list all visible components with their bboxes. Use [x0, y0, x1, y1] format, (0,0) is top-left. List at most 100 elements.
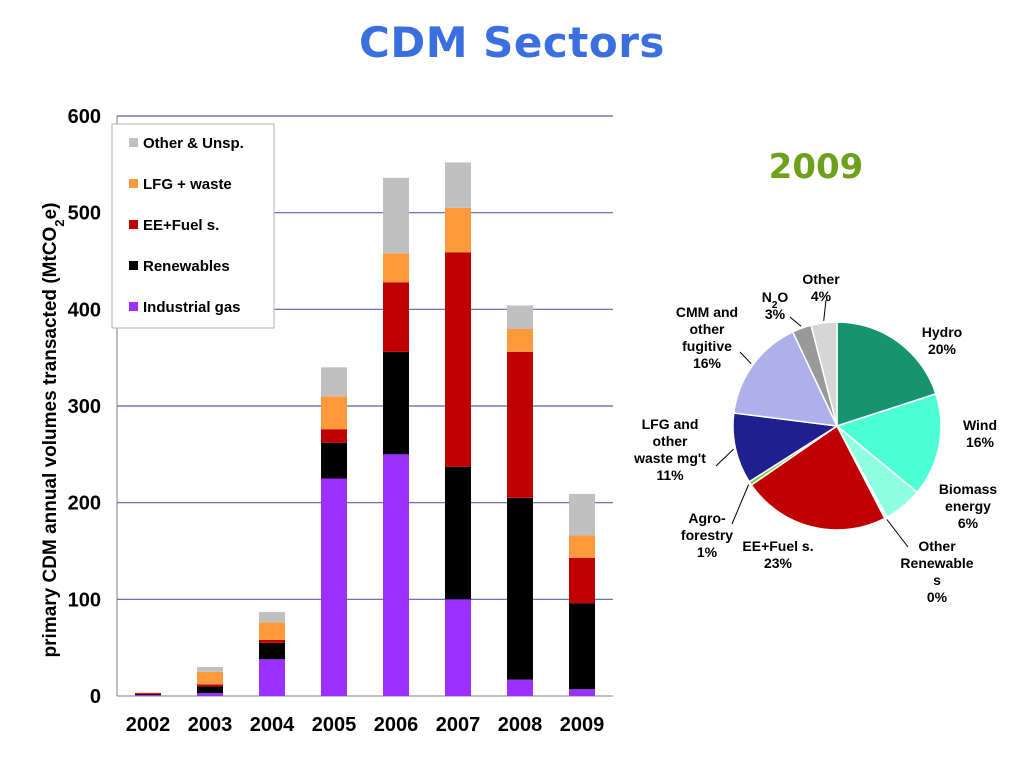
page-title: CDM Sectors	[359, 18, 665, 67]
pie-label: Other Renewable s 0%	[900, 538, 973, 605]
pie-slice	[732, 412, 840, 483]
bar-segment-industrial-gas	[507, 679, 533, 696]
x-tick-label: 2008	[498, 714, 543, 736]
pie-label-line: 20%	[928, 341, 957, 357]
bar-segment-industrial-gas	[197, 693, 223, 696]
pie-label-line: 11%	[656, 467, 684, 483]
pie-leader-line	[823, 299, 827, 321]
pie-label-line: other	[653, 433, 689, 449]
bar-segment-renewables	[507, 497, 533, 680]
bar-segment-industrial-gas	[569, 689, 595, 696]
x-tick-label: 2009	[560, 714, 605, 736]
bar-segment-lfg-waste	[445, 207, 471, 253]
pie-slice	[835, 392, 942, 494]
bar-segment-other-unsp-	[259, 611, 285, 623]
pie-label-line: CMM and	[676, 304, 738, 320]
bar-segment-lfg-waste	[135, 692, 161, 694]
pie-label-line: O	[777, 289, 788, 305]
pie-label-line: waste mg't	[633, 450, 706, 466]
bar-segment-renewables	[135, 694, 161, 696]
pie-label-line: Other	[802, 271, 840, 287]
pie-leader-line	[886, 519, 909, 548]
pie-label-line: 6%	[958, 515, 979, 531]
bar-segment-lfg-waste	[383, 253, 409, 283]
bar-segment-industrial-gas	[383, 454, 409, 696]
bar-segment-renewables	[445, 466, 471, 600]
x-tick-label: 2007	[436, 714, 481, 736]
pie-label-line: Renewable	[900, 555, 973, 571]
y-tick-label: 400	[68, 299, 101, 321]
y-axis-title-subscript: 2	[52, 219, 67, 226]
pie-label: CMM and other fugitive 16%	[676, 304, 738, 371]
bar-segment-other-unsp-	[321, 367, 347, 397]
bar-segment-lfg-waste	[507, 328, 533, 352]
pie-label-line: EE+Fuel s.	[742, 538, 813, 554]
pie-slice	[732, 330, 839, 427]
x-tick-label: 2004	[250, 714, 295, 736]
pie-leader-line	[731, 484, 750, 525]
legend-swatch	[129, 261, 138, 270]
pie-label: Hydro 20%	[922, 324, 962, 357]
pie-label-line: energy	[945, 498, 991, 514]
pie-label: EE+Fuel s. 23%	[742, 538, 813, 571]
bar-segment-ee-fuel-s-	[569, 557, 595, 604]
bar-segment-renewables	[321, 442, 347, 479]
y-axis-title-end: e)	[40, 203, 61, 220]
legend-swatch	[129, 220, 138, 229]
legend-swatch	[129, 138, 138, 147]
legend-box	[111, 123, 275, 329]
pie-label-line: 4%	[811, 288, 832, 304]
pie-label-line: Other	[918, 538, 956, 554]
pie-leader-line	[715, 448, 734, 467]
pie-label-line: Wind	[963, 417, 997, 433]
legend-label: EE+Fuel s.	[143, 217, 219, 234]
pie-label-line: LFG and	[642, 416, 699, 432]
pie-label-line: forestry	[681, 527, 733, 543]
pie-label: Wind 16%	[963, 417, 997, 450]
legend-swatch	[129, 179, 138, 188]
pie-label: LFG and other waste mg't 11%	[633, 416, 706, 483]
bar-segment-ee-fuel-s-	[507, 351, 533, 498]
bar-segment-industrial-gas	[445, 599, 471, 696]
bar-segment-renewables	[197, 686, 223, 694]
pie-label-line: s	[933, 572, 941, 588]
y-tick-label: 0	[90, 686, 101, 708]
pie-leader-line	[789, 316, 802, 327]
bar-segment-other-unsp-	[383, 177, 409, 254]
bar-segment-lfg-waste	[197, 671, 223, 685]
y-tick-label: 300	[68, 396, 101, 418]
x-tick-label: 2006	[374, 714, 419, 736]
bar-segment-ee-fuel-s-	[383, 282, 409, 352]
bar-segment-ee-fuel-s-	[321, 429, 347, 443]
pie-label-line: 16%	[966, 434, 995, 450]
bar-segment-other-unsp-	[197, 667, 223, 672]
bar-segment-industrial-gas	[321, 478, 347, 696]
pie-label-line: other	[690, 321, 726, 337]
legend-label: Renewables	[143, 258, 230, 275]
x-tick-label: 2002	[126, 714, 171, 736]
pie-leader-line	[739, 351, 752, 365]
bar-segment-lfg-waste	[259, 622, 285, 640]
pie-label: Biomass energy 6%	[939, 481, 998, 531]
pie-slice	[810, 321, 838, 427]
pie-slice	[836, 321, 937, 428]
pie-label-line: Biomass	[939, 481, 998, 497]
legend-swatch	[129, 302, 138, 311]
legend: Other & Unsp. LFG + waste EE+Fuel s. Renewa…	[111, 123, 275, 329]
bar-segment-ee-fuel-s-	[135, 693, 161, 695]
bar-segment-ee-fuel-s-	[259, 639, 285, 643]
bar-segment-ee-fuel-s-	[197, 684, 223, 687]
legend-label: LFG + waste	[143, 176, 232, 193]
pie-label-line: 23%	[764, 555, 793, 571]
bar-segment-lfg-waste	[321, 396, 347, 430]
pie-label-line: 0%	[927, 589, 948, 605]
y-axis-title: primary CDM annual volumes transacted (M…	[40, 203, 67, 658]
pie-label-line: 3%	[765, 306, 786, 322]
bar-segment-other-unsp-	[445, 162, 471, 208]
legend-label: Industrial gas	[143, 299, 241, 316]
bar-segment-industrial-gas	[259, 659, 285, 696]
pie-label-subscript: 2	[772, 300, 778, 311]
legend-label: Other & Unsp.	[143, 135, 244, 152]
